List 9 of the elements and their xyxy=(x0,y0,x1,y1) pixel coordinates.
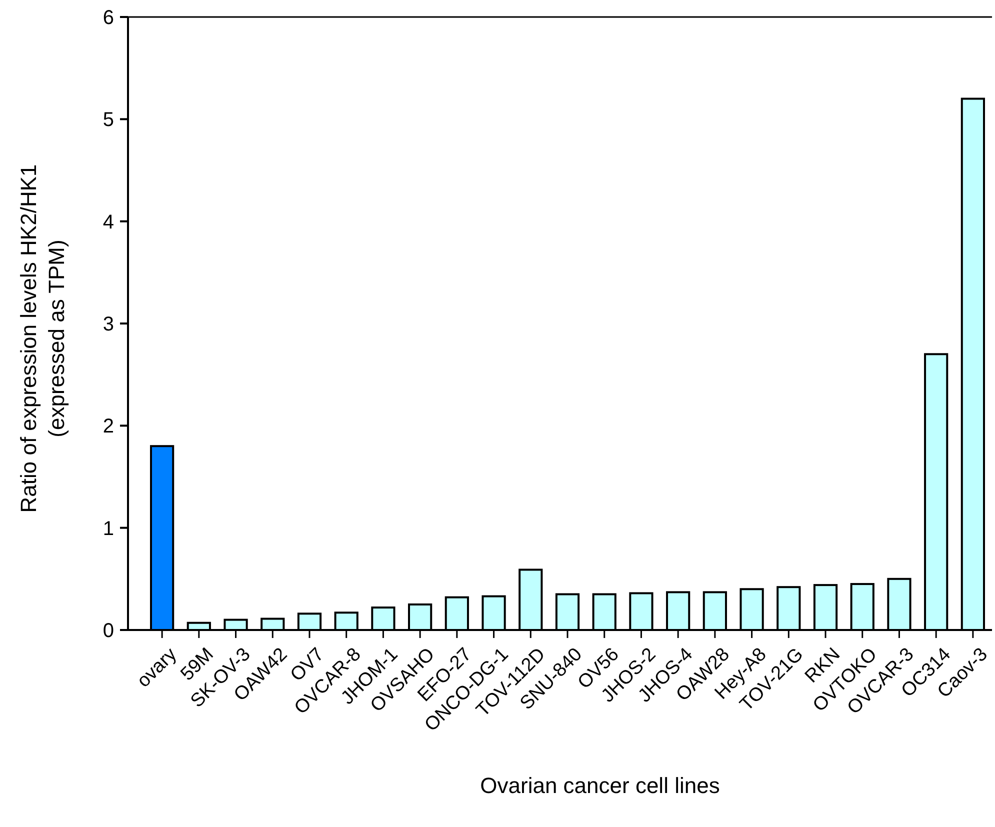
y-tick-label: 4 xyxy=(102,211,114,234)
y-tick-label: 2 xyxy=(102,416,114,438)
y-tick-label: 0 xyxy=(102,620,114,642)
y-tick-label: 1 xyxy=(102,518,114,540)
y-axis-title: Ratio of expression levels HK2/HK1 (expressed as TPM) xyxy=(16,164,69,513)
x-axis-title: Ovarian cancer cell lines xyxy=(480,773,720,798)
y-tick-label: 5 xyxy=(102,109,114,132)
y-tick-label: 6 xyxy=(102,7,114,29)
y-tick-label: 3 xyxy=(102,314,114,336)
